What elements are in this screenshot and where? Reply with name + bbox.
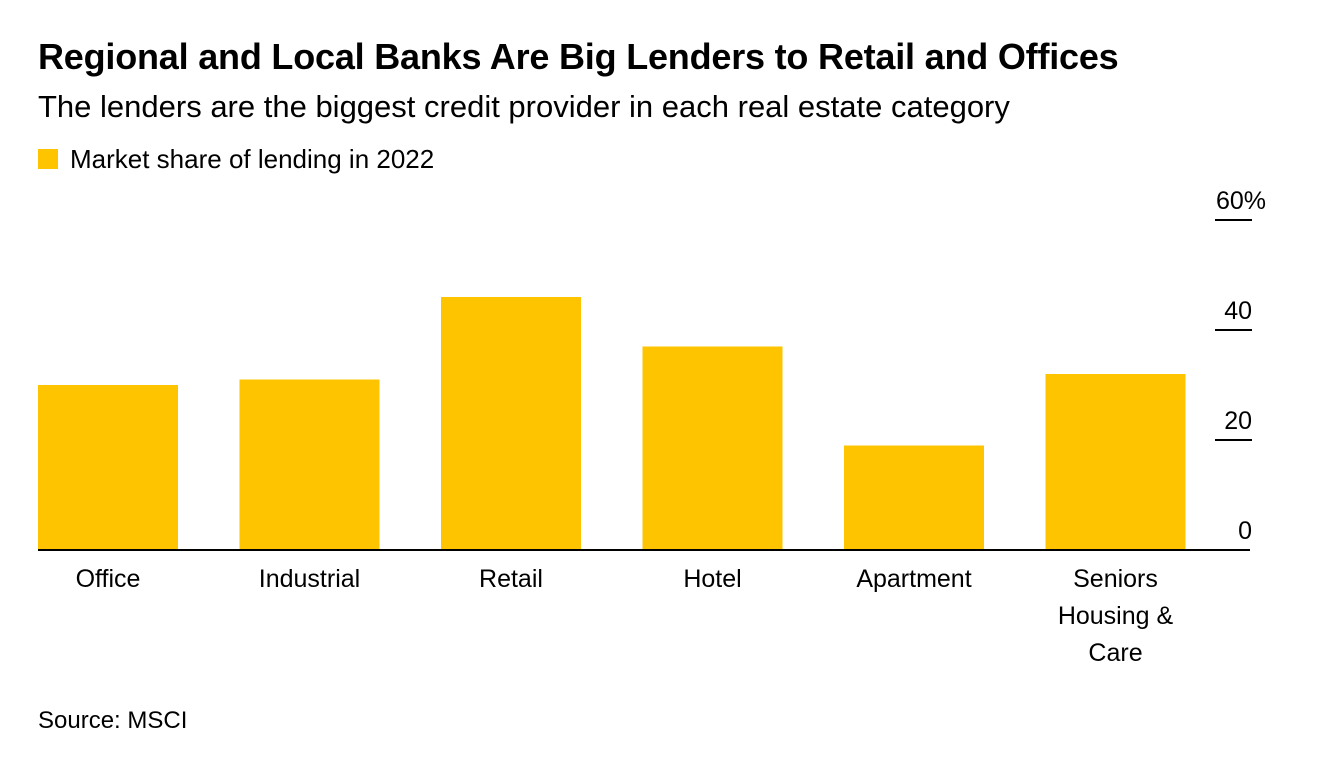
y-tick-label-60: 60%	[1216, 187, 1266, 215]
source-note: Source: MSCI	[38, 707, 188, 734]
bar-seniors-housing-care	[1045, 374, 1186, 550]
y-tick-label-0: 0	[1238, 517, 1252, 545]
bar-hotel	[642, 346, 783, 550]
bar-retail	[441, 297, 581, 550]
chart-title: Regional and Local Banks Are Big Lenders…	[38, 36, 1119, 77]
y-tick-label-20: 20	[1224, 407, 1252, 435]
bar-apartment	[844, 445, 984, 550]
legend-swatch	[38, 149, 58, 169]
bars-group	[38, 297, 1186, 550]
x-label-industrial: Industrial	[259, 565, 360, 593]
bar-office	[38, 385, 178, 550]
y-tick-label-40: 40	[1224, 297, 1252, 325]
x-label-office: Office	[76, 565, 141, 593]
y-axis: 0 20 40 60%	[1215, 187, 1266, 545]
x-label-retail: Retail	[479, 565, 543, 593]
x-axis-labels: Office Industrial Retail Hotel Apartment Seni…	[76, 565, 1174, 667]
bar-industrial	[239, 379, 380, 550]
x-label-seniors-housing-care: Seniors Housing & Care	[1058, 565, 1174, 667]
legend-label: Market share of lending in 2022	[70, 144, 435, 174]
chart-subtitle: The lenders are the biggest credit provi…	[38, 89, 1010, 124]
legend: Market share of lending in 2022	[38, 142, 434, 176]
x-label-hotel: Hotel	[683, 565, 741, 593]
x-label-apartment: Apartment	[856, 565, 971, 593]
